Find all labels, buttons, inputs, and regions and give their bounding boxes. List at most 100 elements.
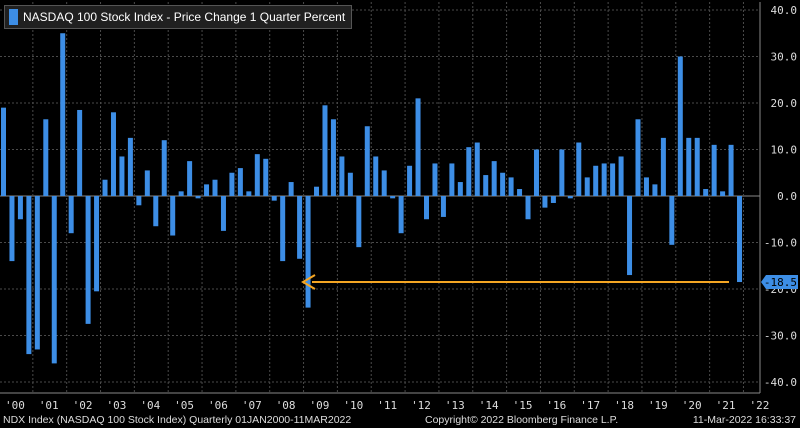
bar xyxy=(440,196,446,217)
bar xyxy=(466,147,472,196)
bar xyxy=(483,175,489,196)
bar xyxy=(720,191,726,196)
bar xyxy=(407,165,413,196)
bar xyxy=(508,177,514,196)
bar xyxy=(26,196,32,355)
bar xyxy=(144,170,150,196)
last-value-tag: -18.5 xyxy=(761,275,798,290)
bar xyxy=(263,158,269,196)
bar xyxy=(627,196,633,276)
last-value-tag-bg xyxy=(761,275,798,290)
bar xyxy=(567,196,573,199)
x-tick-label: '08 xyxy=(276,399,296,412)
bar xyxy=(212,179,218,196)
footer-copyright: Copyright© 2022 Bloomberg Finance L.P. xyxy=(425,414,619,426)
footer-source: NDX Index (NASDAQ 100 Stock Index) Quart… xyxy=(3,414,352,426)
y-tick-label: 10.0 xyxy=(771,144,798,157)
bar xyxy=(229,172,235,196)
bar xyxy=(136,196,142,206)
bar xyxy=(127,137,133,196)
chart-title: NASDAQ 100 Stock Index - Price Change 1 … xyxy=(23,10,346,24)
x-tick-label: '11 xyxy=(377,399,397,412)
bar xyxy=(381,170,387,196)
bar xyxy=(34,196,40,350)
bar xyxy=(415,98,421,196)
bar xyxy=(237,168,243,196)
y-tick-label: -10.0 xyxy=(764,237,797,250)
x-tick-label: '17 xyxy=(580,399,600,412)
x-tick-label: '02 xyxy=(73,399,93,412)
bar xyxy=(77,109,83,196)
y-axis: 40.030.020.010.00.0-10.0-20.0-30.0-40.0-… xyxy=(759,2,798,393)
bar xyxy=(178,191,184,196)
bar xyxy=(398,196,404,234)
bar xyxy=(339,156,345,196)
x-tick-label: '20 xyxy=(682,399,702,412)
reference-arrow xyxy=(301,274,729,290)
y-tick-label: 30.0 xyxy=(771,51,798,64)
bar xyxy=(576,142,582,196)
bar xyxy=(618,156,624,196)
bar xyxy=(1,107,6,196)
bar xyxy=(9,196,15,262)
x-tick-label: '18 xyxy=(614,399,634,412)
x-tick-label: '03 xyxy=(107,399,127,412)
bar xyxy=(610,163,616,196)
bar xyxy=(593,165,599,196)
bar xyxy=(17,196,23,220)
x-tick-label: '16 xyxy=(546,399,566,412)
bar xyxy=(356,196,362,248)
bar xyxy=(601,163,607,196)
x-tick-label: '14 xyxy=(479,399,499,412)
bar xyxy=(330,119,336,196)
y-tick-label: -30.0 xyxy=(764,330,797,343)
bar xyxy=(737,196,743,283)
bar xyxy=(677,56,683,196)
bar xyxy=(457,182,463,196)
bar xyxy=(373,156,379,196)
bar xyxy=(280,196,286,262)
chart-legend: NASDAQ 100 Stock Index - Price Change 1 … xyxy=(4,5,353,29)
bar xyxy=(449,163,455,196)
bar xyxy=(390,196,396,199)
y-tick-label: -40.0 xyxy=(764,376,797,389)
bar xyxy=(297,196,303,259)
bar xyxy=(288,182,294,196)
bar xyxy=(347,172,353,196)
bar xyxy=(51,196,57,364)
x-tick-label: '13 xyxy=(445,399,465,412)
footer-timestamp: 11-Mar-2022 16:33:37 xyxy=(692,414,796,426)
bar xyxy=(254,154,260,196)
bar xyxy=(153,196,159,227)
bar xyxy=(643,177,649,196)
bar xyxy=(68,196,74,234)
arrow-head xyxy=(301,274,316,290)
bar-series xyxy=(1,33,743,364)
bar xyxy=(246,191,252,196)
x-tick-label: '01 xyxy=(39,399,59,412)
x-tick-label: '04 xyxy=(140,399,160,412)
bar xyxy=(110,112,116,196)
bar xyxy=(187,161,193,196)
y-tick-label: 40.0 xyxy=(771,4,798,17)
bar xyxy=(364,126,370,196)
x-tick-label: '12 xyxy=(411,399,431,412)
bar xyxy=(220,196,226,231)
bar xyxy=(728,144,734,196)
y-tick-label: 0.0 xyxy=(777,190,797,203)
bar xyxy=(652,184,658,196)
bar xyxy=(686,137,692,196)
x-tick-label: '05 xyxy=(174,399,194,412)
x-axis: '00 '01 '02 '03 '04 '05 '06 '07 '08 '09 '10 '11 '12 '… xyxy=(0,392,769,412)
bar xyxy=(119,156,125,196)
bar xyxy=(500,172,506,196)
x-tick-label: '21 xyxy=(716,399,736,412)
bar xyxy=(533,149,539,196)
bar xyxy=(660,137,666,196)
bar xyxy=(271,196,277,201)
x-tick-label: '19 xyxy=(648,399,668,412)
bar xyxy=(314,186,320,196)
bar xyxy=(85,196,91,324)
bar xyxy=(694,137,700,196)
